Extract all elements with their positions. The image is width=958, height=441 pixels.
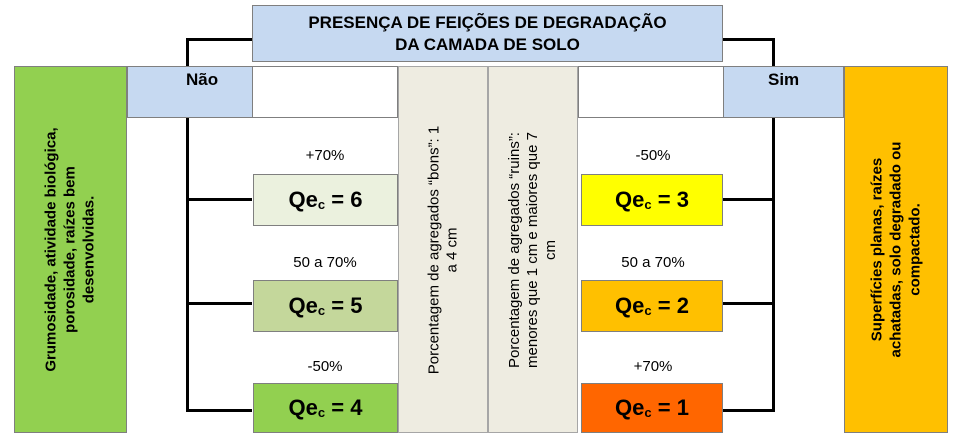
bad-aggregates-panel: Porcentagem de agregados “ruins”: menore… xyxy=(488,66,578,433)
right-qe-box-3: Qe c = 1 xyxy=(581,383,723,433)
qe-prefix: Qe xyxy=(288,293,318,318)
qe-value: 5 xyxy=(350,293,363,318)
left-branch-2 xyxy=(186,302,252,305)
qe-subscript: c xyxy=(317,404,326,420)
bad-aggregates-line-3: cm xyxy=(542,239,559,260)
left-branch-1 xyxy=(186,198,252,201)
bad-aggregates-line-1: Porcentagem de agregados “ruins”: xyxy=(506,131,523,368)
right-percent-1: -50% xyxy=(635,147,671,164)
left-percent-3: -50% xyxy=(307,358,343,375)
connector-title-right-v xyxy=(772,38,775,66)
qe-subscript: c xyxy=(644,196,652,212)
right-qe-box-1: Qe c = 3 xyxy=(581,174,723,226)
left-branch-3 xyxy=(186,409,252,412)
left-trunk xyxy=(186,118,189,412)
diagram-title: PRESENÇA DE FEIÇÕES DE DEGRADAÇÃO DA CAM… xyxy=(252,5,723,62)
qe-prefix: Qe xyxy=(615,293,645,318)
title-line-1: PRESENÇA DE FEIÇÕES DE DEGRADAÇÃO xyxy=(308,12,667,32)
right-percent-3: +70% xyxy=(633,358,673,375)
good-aggregates-line-1: Porcentagem de agregados “bons”: 1 xyxy=(425,125,442,374)
connector-title-right-h xyxy=(723,38,775,41)
right-trunk xyxy=(772,118,775,412)
right-header-strip xyxy=(578,66,723,118)
qe-prefix: Qe xyxy=(615,187,645,212)
answer-no-box: Não xyxy=(127,66,253,118)
left-percent-1: +70% xyxy=(305,147,345,164)
qe-subscript: c xyxy=(317,196,326,212)
left-description-line-2: porosidade, raízes bem xyxy=(62,166,79,333)
right-description-panel: Superfícies planas, raízes achatadas, so… xyxy=(844,66,948,433)
qe-subscript: c xyxy=(317,302,326,318)
right-description-line-2: achatadas, solo degradado ou xyxy=(887,141,905,358)
right-qe-box-2: Qe c = 2 xyxy=(581,280,723,332)
left-description-panel: Grumosidade, atividade biológica, porosi… xyxy=(14,66,127,433)
qe-value: 1 xyxy=(676,395,689,420)
qe-value: 6 xyxy=(350,187,363,212)
answer-yes-label: Sim xyxy=(768,70,800,89)
right-description-line-3: compactado. xyxy=(906,203,924,296)
good-aggregates-panel: Porcentagem de agregados “bons”: 1 a 4 c… xyxy=(398,66,488,433)
qe-value: 4 xyxy=(350,395,363,420)
right-branch-2 xyxy=(723,302,775,305)
right-description-line-1: Superfícies planas, raízes xyxy=(868,157,886,342)
qe-prefix: Qe xyxy=(615,395,645,420)
good-aggregates-line-2: a 4 cm xyxy=(443,227,460,273)
left-header-strip xyxy=(253,66,398,118)
connector-title-left-v xyxy=(186,38,189,66)
title-line-2: DA CAMADA DE SOLO xyxy=(395,34,580,54)
right-branch-3 xyxy=(723,409,775,412)
qe-value: 3 xyxy=(676,187,689,212)
qe-subscript: c xyxy=(644,404,652,420)
answer-no-label: Não xyxy=(186,70,219,89)
left-qe-box-2: Qe c = 5 xyxy=(253,280,398,332)
right-branch-1 xyxy=(723,198,775,201)
left-percent-2: 50 a 70% xyxy=(293,254,357,271)
left-qe-box-1: Qe c = 6 xyxy=(253,174,398,226)
qe-prefix: Qe xyxy=(288,187,318,212)
qe-value: 2 xyxy=(676,293,689,318)
left-description-line-1: Grumosidade, atividade biológica, xyxy=(43,127,60,372)
connector-title-left-h xyxy=(186,38,252,41)
left-description-line-3: desenvolvidas. xyxy=(81,195,98,304)
left-qe-box-3: Qe c = 4 xyxy=(253,383,398,433)
qe-prefix: Qe xyxy=(288,395,318,420)
bad-aggregates-line-2: menores que 1 cm e maiores que 7 xyxy=(524,131,541,368)
right-percent-2: 50 a 70% xyxy=(621,254,685,271)
qe-subscript: c xyxy=(644,302,652,318)
answer-yes-box: Sim xyxy=(723,66,844,118)
